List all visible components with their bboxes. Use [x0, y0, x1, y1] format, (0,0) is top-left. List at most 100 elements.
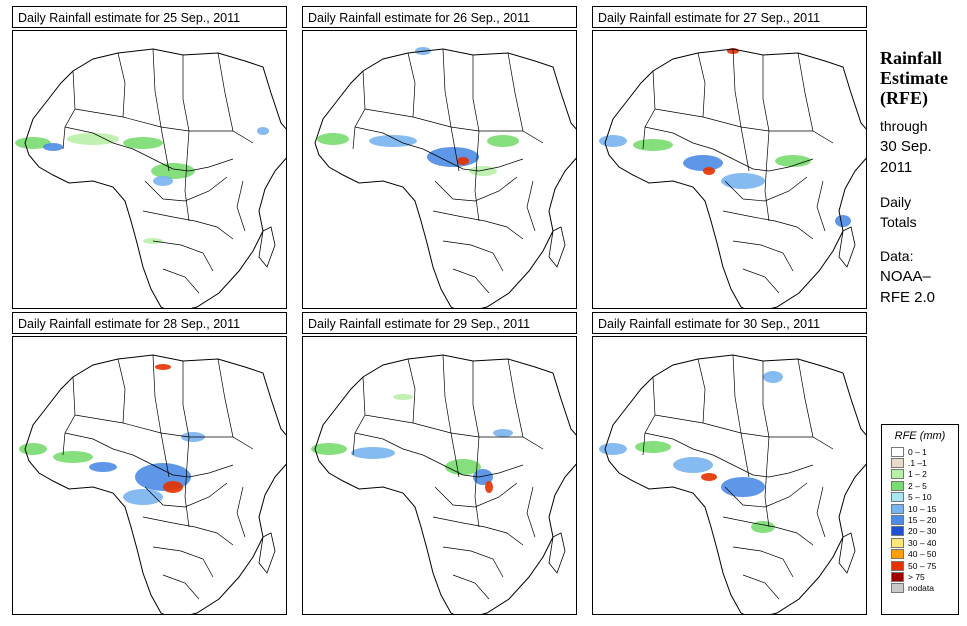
rainfall-area — [751, 521, 775, 533]
country-border — [764, 130, 770, 222]
legend-item: 50 – 75 — [891, 560, 958, 571]
country-border — [352, 376, 366, 456]
rainfall-area — [155, 364, 171, 370]
africa-outline — [604, 354, 866, 614]
country-border — [732, 48, 742, 128]
country-border — [364, 414, 544, 450]
legend-label: nodata — [908, 583, 934, 594]
through-date-1: 30 Sep. — [880, 138, 932, 155]
country-border — [162, 268, 200, 294]
legend-title: RFE (mm) — [894, 430, 946, 442]
country-border — [797, 358, 814, 438]
rainfall-area — [485, 481, 493, 493]
rainfall-area — [369, 135, 417, 147]
rainfall-area — [673, 457, 713, 473]
panel-title: Daily Rainfall estimate for 29 Sep., 201… — [302, 312, 577, 334]
country-border — [432, 210, 524, 240]
country-border — [422, 454, 524, 478]
country-border — [182, 361, 190, 438]
country-border — [526, 180, 536, 232]
rainfall-area — [53, 451, 93, 463]
legend-item: 20 – 30 — [891, 526, 958, 537]
country-border — [236, 180, 246, 232]
country-border — [422, 148, 524, 172]
rainfall-area — [599, 443, 627, 455]
legend-item: 5 – 10 — [891, 492, 958, 503]
daily-label: Daily — [880, 194, 912, 210]
rainfall-area — [775, 155, 811, 167]
rainfall-area — [473, 469, 493, 485]
country-border — [142, 516, 234, 546]
country-border — [452, 574, 490, 600]
country-border — [732, 354, 742, 434]
country-border — [217, 52, 234, 132]
panel-title: Daily Rainfall estimate for 27 Sep., 201… — [592, 6, 867, 28]
panel-title: Daily Rainfall estimate for 28 Sep., 201… — [12, 312, 287, 334]
country-border — [64, 126, 134, 150]
rainfall-area — [683, 155, 723, 171]
rainfall-map — [12, 30, 287, 309]
rainfall-area — [445, 459, 481, 475]
legend-label: 50 – 75 — [908, 560, 937, 571]
africa-outline — [314, 354, 576, 614]
through-label: through — [880, 118, 928, 134]
madagascar-outline — [838, 532, 856, 574]
rainfall-area — [393, 394, 413, 400]
country-border — [644, 126, 714, 150]
map-panel: Daily Rainfall estimate for 29 Sep., 201… — [302, 312, 579, 615]
legend-swatch — [891, 503, 904, 514]
country-border — [742, 574, 780, 600]
country-border — [762, 361, 770, 438]
country-border — [712, 454, 814, 478]
country-border — [117, 52, 126, 118]
legend-swatch — [891, 571, 904, 582]
legend-item: .1 –1 — [891, 457, 958, 469]
rainfall-area — [599, 135, 627, 147]
legend-label: 30 – 40 — [908, 537, 937, 548]
country-border — [217, 358, 234, 438]
country-border — [132, 454, 234, 478]
country-border — [762, 55, 770, 132]
country-border — [184, 130, 190, 222]
country-border — [144, 482, 228, 508]
country-border — [160, 432, 170, 478]
legend-item: 15 – 20 — [891, 514, 958, 526]
legend-label: > 75 — [908, 571, 925, 582]
country-border — [74, 414, 254, 450]
country-border — [442, 354, 452, 434]
source-line-2: RFE 2.0 — [880, 289, 936, 306]
country-border — [184, 436, 190, 528]
country-border — [816, 486, 826, 538]
country-border — [742, 268, 780, 294]
country-border — [724, 176, 808, 202]
legend-swatch — [891, 515, 904, 526]
legend-label: 40 – 50 — [908, 549, 937, 560]
rainfall-area — [153, 176, 173, 186]
madagascar-outline — [548, 532, 566, 574]
country-border — [442, 48, 452, 128]
country-border — [434, 176, 518, 202]
through-date-2: 2011 — [880, 159, 913, 176]
legend-swatch — [891, 458, 904, 469]
rainfall-area — [763, 371, 783, 383]
panel-title: Daily Rainfall estimate for 30 Sep., 201… — [592, 312, 867, 334]
country-border — [654, 414, 834, 450]
madagascar-outline — [258, 226, 276, 268]
country-border — [152, 546, 214, 578]
side-info: Rainfall Estimate (RFE) through 30 Sep. … — [880, 48, 965, 308]
country-border — [432, 516, 524, 546]
map-panel: Daily Rainfall estimate for 27 Sep., 201… — [592, 6, 869, 309]
rainfall-area — [123, 137, 163, 149]
legend-label: .1 –1 — [908, 458, 927, 469]
country-border — [472, 361, 480, 438]
legend-label: 10 – 15 — [908, 503, 937, 514]
rainfall-area — [43, 143, 63, 151]
legend-swatch — [891, 469, 904, 480]
legend-swatch — [891, 583, 904, 594]
panel-title: Daily Rainfall estimate for 26 Sep., 201… — [302, 6, 577, 28]
country-border — [732, 546, 794, 578]
rainfall-area — [721, 477, 765, 497]
country-border — [642, 70, 656, 150]
legend-swatch — [891, 446, 904, 457]
